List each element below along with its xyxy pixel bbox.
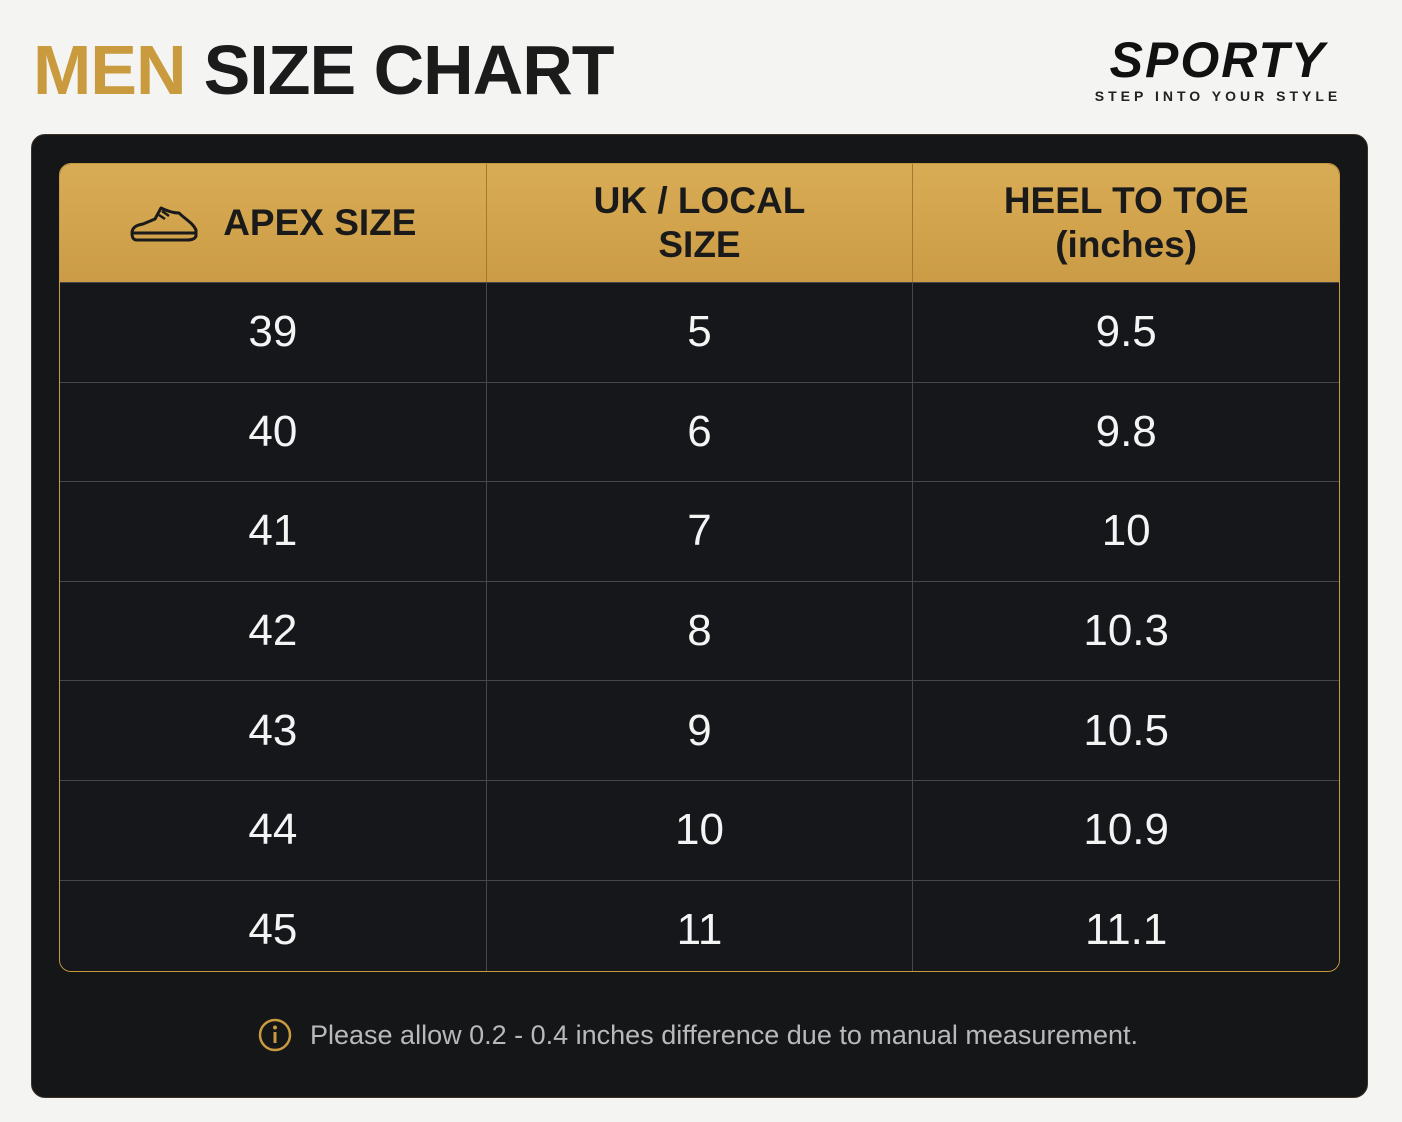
brand-name: SPORTY (1109, 32, 1327, 88)
table-cell: 41 (60, 482, 487, 581)
table-cell: 10.5 (1083, 705, 1169, 755)
column-header-text: UK / LOCAL SIZE (594, 179, 806, 267)
header-line: APEX SIZE (223, 202, 417, 243)
table-cell: 10 (487, 780, 914, 880)
column-header: APEX SIZE (60, 164, 487, 282)
brand: SPORTY STEP INTO YOUR STYLE (1080, 32, 1356, 104)
table-row: 40 6 9.8 (60, 381, 1339, 482)
table-cell: 45 (60, 880, 487, 971)
table-row: 45 11 11.1 (60, 879, 1339, 971)
column-header: HEEL TO TOE (inches) (913, 164, 1339, 282)
table-row: 41 7 10 (60, 481, 1339, 581)
table-row: 44 10 10.9 (60, 779, 1339, 880)
table-cell: 9.8 (1095, 406, 1157, 456)
header-line: SIZE (658, 224, 741, 265)
page-title: MEN SIZE CHART (33, 30, 615, 110)
table-cell: 40 (60, 382, 487, 482)
header-line: (inches) (1055, 224, 1198, 265)
column-header-text: HEEL TO TOE (inches) (1004, 179, 1249, 267)
table-cell: 11.1 (1084, 904, 1168, 954)
table-cell: 5 (487, 283, 914, 382)
table-cell: 10 (1101, 506, 1151, 556)
info-icon (258, 1018, 292, 1052)
table-row: 39 5 9.5 (60, 282, 1339, 382)
table-row: 42 8 10.3 (60, 580, 1339, 681)
table-cell: 6 (487, 382, 914, 482)
column-header-text: APEX SIZE (223, 201, 416, 245)
table-cell: 8 (487, 581, 914, 681)
table-cell: 42 (60, 581, 487, 681)
brand-tagline: STEP INTO YOUR STYLE (1094, 88, 1342, 104)
table-cell: 11 (487, 880, 914, 971)
header-line: HEEL TO TOE (1003, 180, 1249, 221)
note: Please allow 0.2 - 0.4 inches difference… (258, 1018, 1138, 1052)
table-cell: 9 (487, 681, 914, 780)
table-cell: 39 (60, 283, 487, 382)
title-accent: MEN (33, 31, 187, 109)
header-row: APEX SIZE UK / LOCAL SIZE HEEL TO TOE (inche… (60, 164, 1339, 282)
header-line: UK / LOCAL (593, 180, 806, 221)
table-cell: 9.5 (1095, 307, 1157, 357)
shoe-icon (130, 206, 198, 242)
table-cell: 44 (60, 780, 487, 880)
table-cell: 43 (60, 681, 487, 780)
note-text: Please allow 0.2 - 0.4 inches difference… (310, 1019, 1138, 1050)
table-row: 43 9 10.5 (60, 680, 1339, 780)
size-table: APEX SIZE UK / LOCAL SIZE HEEL TO TOE (inche… (59, 163, 1340, 972)
table-cell: 10.3 (1083, 606, 1169, 656)
table-cell: 10.9 (1083, 805, 1169, 855)
column-header: UK / LOCAL SIZE (487, 164, 914, 282)
table-cell: 7 (487, 482, 914, 581)
title-main: SIZE CHART (203, 31, 615, 109)
